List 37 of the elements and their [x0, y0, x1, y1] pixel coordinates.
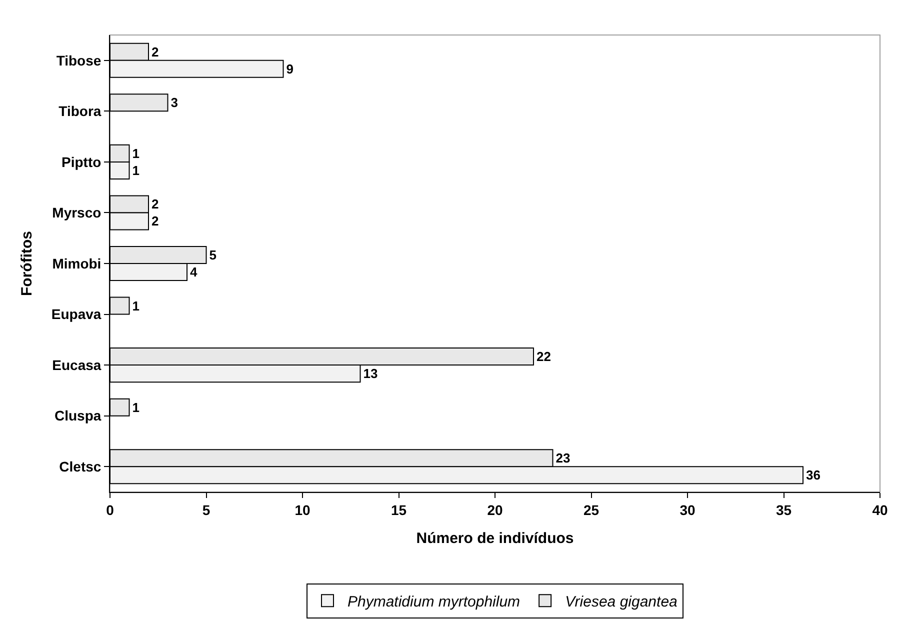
- x-tick-label: 20: [487, 502, 503, 518]
- data-label: 22: [536, 349, 551, 364]
- data-label: 1: [132, 298, 140, 314]
- x-axis-title: Número de indivíduos: [416, 530, 574, 547]
- legend-label: Phymatidium myrtophilum: [348, 594, 520, 610]
- x-tick-label: 15: [390, 502, 407, 518]
- y-tick-label: Mimobi: [52, 255, 102, 272]
- data-label: 2: [152, 214, 159, 229]
- data-label: 5: [209, 247, 216, 262]
- data-label: 2: [152, 196, 159, 212]
- data-label: 23: [556, 450, 570, 466]
- y-tick-label: Cletsc: [59, 458, 102, 475]
- x-tick-label: 0: [106, 502, 114, 518]
- data-label: 9: [286, 61, 294, 76]
- y-tick-label: Tibose: [56, 52, 102, 68]
- x-tick-label: 5: [202, 502, 210, 518]
- x-tick-label: 10: [294, 502, 310, 518]
- data-label: 36: [806, 468, 820, 483]
- legend-label: Vriesea gigantea: [565, 594, 678, 610]
- x-tick-label: 40: [872, 502, 888, 518]
- data-label: 1: [132, 162, 140, 178]
- data-label: 13: [363, 366, 378, 382]
- data-label: 4: [190, 264, 198, 280]
- data-label: 3: [170, 95, 178, 110]
- y-tick-label: Piptto: [62, 154, 102, 170]
- y-tick-label: Myrsco: [52, 204, 102, 221]
- y-tick-label: Eupava: [51, 306, 102, 322]
- data-label: 2: [152, 44, 159, 60]
- y-tick-label: Tibora: [58, 103, 102, 120]
- y-tick-label: Eucasa: [52, 356, 102, 373]
- y-tick-label: Cluspa: [54, 408, 102, 424]
- x-tick-label: 35: [776, 502, 792, 518]
- x-tick-label: 30: [680, 502, 696, 518]
- data-label: 1: [132, 146, 140, 161]
- x-tick-label: 25: [583, 502, 600, 518]
- data-label: 1: [132, 400, 140, 415]
- y-axis-title: Forófitos: [18, 231, 36, 296]
